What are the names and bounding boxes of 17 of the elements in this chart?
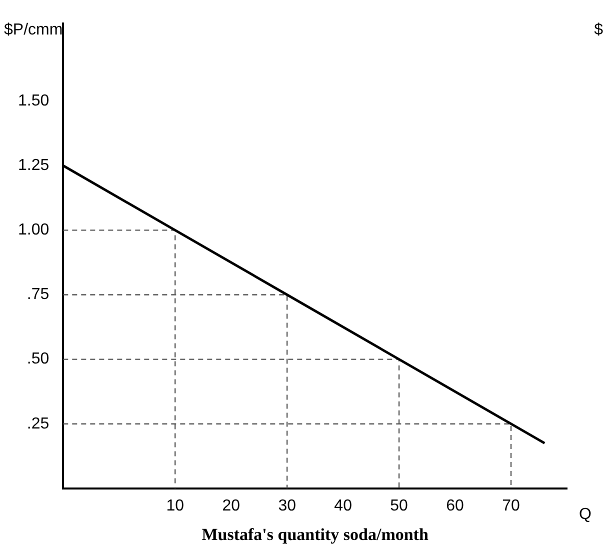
x-tick-label: 10 [166,497,184,514]
y-tick-label: 1.25 [18,157,50,174]
y-tick-label: .25 [26,415,50,432]
x-tick-label: 60 [446,497,464,514]
x-tick-label: 30 [278,497,296,514]
text: Q [579,506,592,523]
y-tick-label: 1.00 [18,222,50,239]
y-axis-title: $P/cmm [4,21,63,38]
text: $ [594,21,604,38]
x-tick-label: 70 [502,497,520,514]
y-tick-label: 1.50 [18,92,50,110]
x-axis-title: Mustafa's quantity soda/month [202,525,429,544]
x-tick-label: 20 [222,497,240,514]
x-tick-label: 50 [390,497,408,514]
y-tick-label: .50 [26,350,50,368]
x-tick-label: 40 [334,497,352,514]
y-tick-label: .75 [26,286,50,304]
